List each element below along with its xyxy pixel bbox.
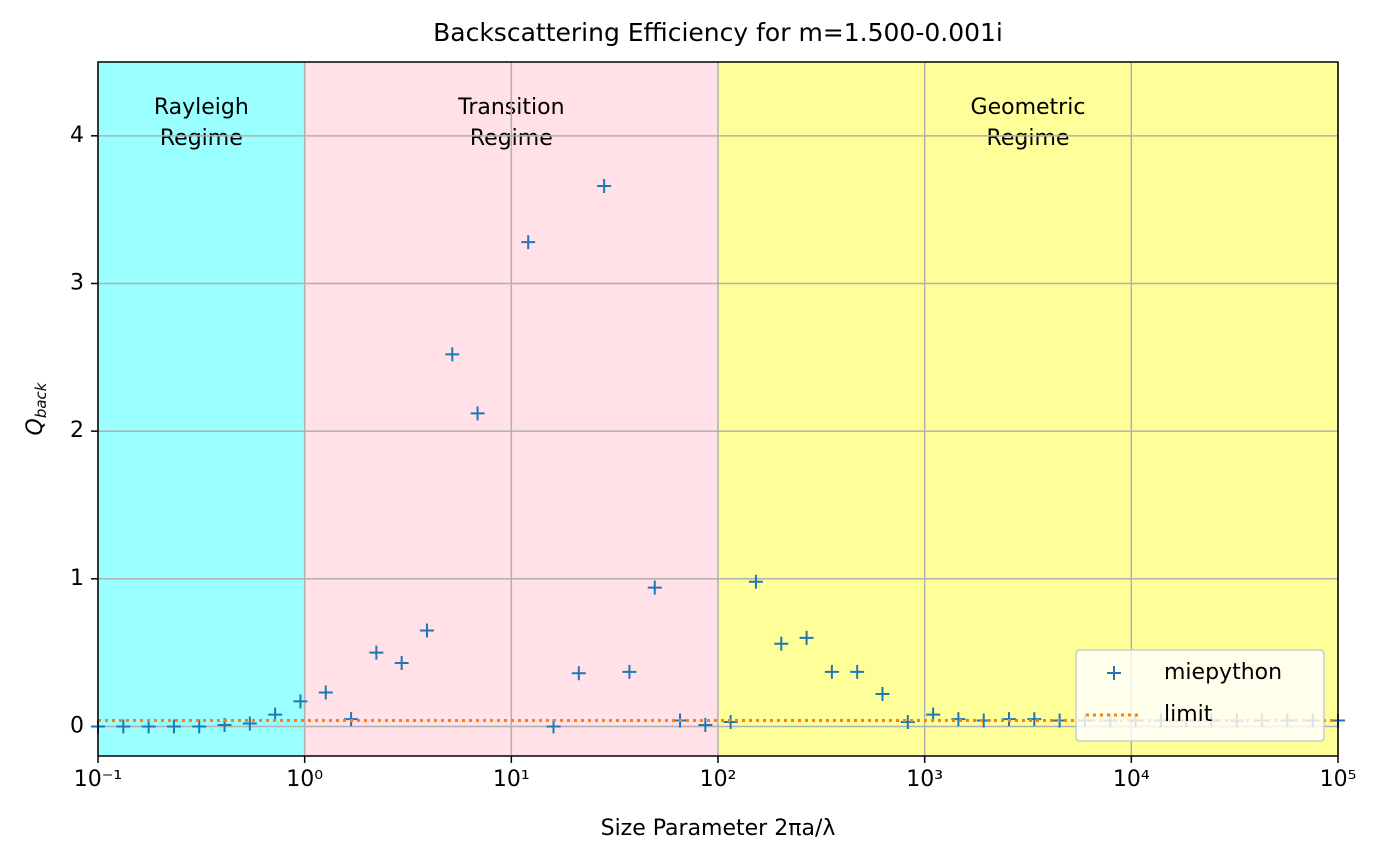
data-point xyxy=(166,719,181,734)
y-tick-label: 3 xyxy=(70,270,84,295)
data-point xyxy=(445,347,460,362)
data-point xyxy=(394,655,409,670)
data-point xyxy=(850,664,865,679)
legend-label: limit xyxy=(1164,702,1213,727)
x-tick-label: 10⁻¹ xyxy=(74,767,122,792)
y-tick-label: 1 xyxy=(70,566,84,591)
legend-label: miepython xyxy=(1164,660,1282,685)
data-point xyxy=(470,406,485,421)
data-point xyxy=(419,623,434,638)
regime-label: Rayleigh xyxy=(154,95,249,120)
data-point xyxy=(748,574,763,589)
regime-label: Geometric xyxy=(971,95,1086,120)
y-axis-label-main: Q xyxy=(23,418,48,435)
x-tick-label: 10⁵ xyxy=(1320,767,1357,792)
data-point xyxy=(698,717,713,732)
chart-title: Backscattering Efficiency for m=1.500-0.… xyxy=(433,18,1003,47)
y-tick-label: 2 xyxy=(70,418,84,443)
x-axis-label: Size Parameter 2πa/λ xyxy=(601,816,836,841)
y-axis-label-sub: back xyxy=(32,381,50,418)
x-tick-label: 10¹ xyxy=(493,767,530,792)
x-tick-label: 10⁴ xyxy=(1113,767,1150,792)
x-tick-label: 10⁰ xyxy=(286,767,323,792)
data-point xyxy=(774,636,789,651)
data-point xyxy=(597,179,612,194)
y-axis-label: Qback xyxy=(23,381,50,435)
data-point xyxy=(369,645,384,660)
data-point xyxy=(242,716,257,731)
legend-box xyxy=(1075,649,1325,742)
x-tick-label: 10² xyxy=(700,767,737,792)
data-point xyxy=(521,235,536,250)
y-tick-label: 0 xyxy=(70,713,84,738)
regime-span xyxy=(98,62,305,756)
data-point xyxy=(293,694,308,709)
data-point xyxy=(799,630,814,645)
data-point xyxy=(192,719,207,734)
regime-label: Regime xyxy=(987,126,1070,151)
data-point xyxy=(622,664,637,679)
data-point xyxy=(571,666,586,681)
data-point xyxy=(824,664,839,679)
legend-marker xyxy=(1107,666,1121,680)
data-point xyxy=(116,719,131,734)
y-tick-label: 4 xyxy=(70,123,84,148)
data-point xyxy=(318,685,333,700)
data-point xyxy=(875,686,890,701)
regime-label: Regime xyxy=(160,126,243,151)
data-point xyxy=(647,580,662,595)
plot-frame xyxy=(97,61,1339,757)
x-tick-label: 10³ xyxy=(906,767,943,792)
regime-span xyxy=(718,62,1338,756)
